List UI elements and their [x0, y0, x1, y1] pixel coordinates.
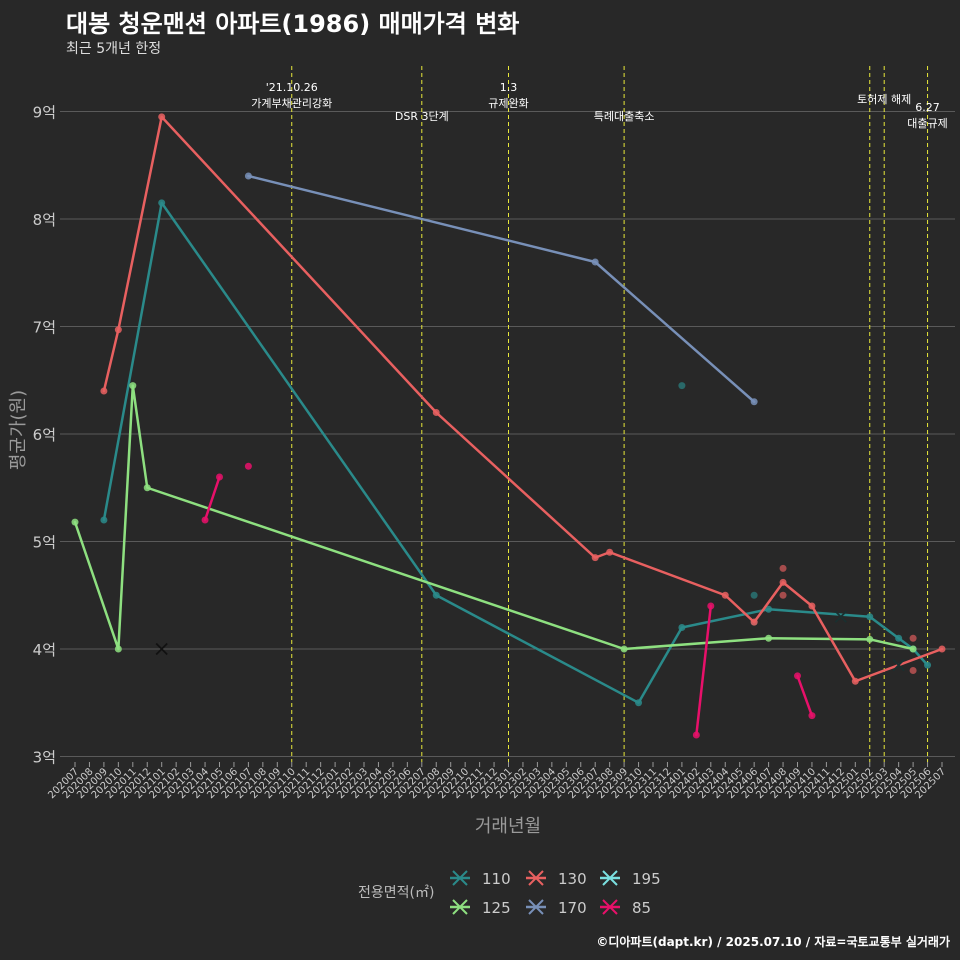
- source-caption: ©디아파트(dapt.kr) / 2025.07.10 / 자료=국토교통부 실…: [596, 935, 950, 949]
- data-point-110: [100, 516, 108, 524]
- data-point-130: [779, 578, 787, 586]
- data-point-130: [909, 634, 917, 642]
- data-point-130: [779, 564, 787, 572]
- series-line-125: [73, 384, 915, 651]
- data-point-85: [808, 712, 816, 720]
- y-tick-label: 7억: [33, 319, 56, 337]
- legend-label: 85: [632, 899, 651, 917]
- series-line-130: [102, 115, 944, 683]
- data-point-125: [114, 645, 122, 653]
- chart-subtitle: 최근 5개년 한정: [66, 41, 162, 57]
- data-point-125: [765, 634, 773, 642]
- y-axis-label: 평균가(원): [8, 390, 29, 470]
- data-point-130: [750, 618, 758, 626]
- data-point-125: [620, 645, 628, 653]
- event-label: 6.27: [915, 101, 940, 114]
- event-label: 대출규제: [907, 117, 947, 130]
- series-line-85: [796, 674, 814, 717]
- legend-title: 전용면적(㎡): [358, 885, 434, 901]
- data-point-130: [158, 113, 166, 121]
- data-point-170: [591, 258, 599, 266]
- series-line-170: [247, 174, 756, 403]
- grid-layer: [60, 111, 955, 757]
- data-point-125: [71, 518, 79, 526]
- y-tick-label: 9억: [33, 104, 56, 122]
- legend-swatch-marker: [528, 870, 544, 886]
- series-line-110: [102, 201, 929, 704]
- data-point-130: [721, 591, 729, 599]
- data-point-110: [678, 382, 686, 390]
- legend-swatch-marker: [602, 870, 618, 886]
- series-line-85: [203, 475, 221, 522]
- data-point-170: [244, 172, 252, 180]
- data-point-110: [866, 613, 874, 621]
- data-point-85: [201, 516, 209, 524]
- data-point-85: [707, 602, 715, 610]
- data-point-130: [591, 554, 599, 562]
- event-label: 1.3: [500, 81, 518, 94]
- event-label: 가계부채관리강화: [251, 97, 332, 110]
- data-point-130: [114, 326, 122, 334]
- event-label: 특례대출축소: [594, 110, 655, 123]
- legend-label: 130: [558, 870, 587, 888]
- data-point-130: [432, 409, 440, 416]
- legend-swatch-marker: [452, 870, 468, 886]
- data-point-110: [432, 591, 440, 599]
- data-point-125: [143, 484, 151, 492]
- data-point-85: [692, 731, 700, 739]
- event-label: 규제완화: [488, 97, 528, 110]
- legend-swatch-marker: [528, 899, 544, 915]
- event-label: '21.10.26: [266, 81, 318, 94]
- event-label: 토허제 해제: [857, 92, 911, 106]
- data-point-130: [100, 387, 108, 395]
- data-point-130: [808, 602, 816, 610]
- data-point-130: [606, 548, 614, 556]
- y-tick-label: 4억: [33, 641, 56, 659]
- data-point-85: [244, 462, 252, 470]
- data-point-110: [678, 624, 686, 631]
- series-layer: [71, 113, 946, 739]
- y-tick-label: 3억: [33, 749, 56, 767]
- y-tick-label: 5억: [33, 534, 56, 552]
- data-point-85: [216, 473, 223, 481]
- data-point-110: [924, 661, 932, 669]
- legend-label: 110: [482, 870, 511, 888]
- legend-swatch-marker: [602, 899, 618, 915]
- y-tick-label: 8억: [33, 211, 56, 229]
- data-point-125: [129, 382, 137, 390]
- x-axis-label: 거래년월: [475, 816, 541, 837]
- legend: 전용면적(㎡) 110 130 195 125 170 85: [358, 870, 661, 917]
- data-point-110: [750, 591, 758, 599]
- y-tick-label: 6억: [33, 426, 56, 444]
- data-point-130: [938, 645, 946, 653]
- data-point-125: [909, 645, 917, 653]
- legend-label: 195: [632, 870, 661, 888]
- legend-label: 170: [558, 899, 587, 917]
- data-point-125: [866, 635, 874, 643]
- chart-title: 대봉 청운맨션 아파트(1986) 매매가격 변화: [66, 10, 520, 38]
- data-point-110: [635, 699, 643, 707]
- series-line-85: [695, 604, 713, 737]
- data-point-170: [750, 398, 758, 406]
- legend-swatch-marker: [452, 899, 468, 915]
- data-point-110: [158, 199, 166, 207]
- data-point-130: [779, 591, 787, 599]
- data-point-110: [765, 605, 773, 613]
- data-point-130: [851, 677, 859, 685]
- data-point-85: [794, 672, 801, 680]
- axis-layer: 3억4억5억6억7억8억9억20200720200820200920201020…: [33, 104, 948, 802]
- data-point-130: [909, 667, 917, 674]
- data-point-110: [895, 634, 903, 642]
- legend-label: 125: [482, 899, 511, 917]
- x-marker-110: [892, 658, 905, 672]
- x-marker-85: [155, 642, 168, 656]
- x-marker-110: [834, 610, 847, 623]
- event-label: DSR 3단계: [395, 110, 449, 123]
